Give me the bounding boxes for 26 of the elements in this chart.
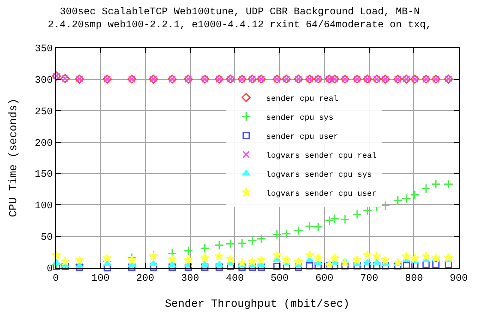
legend-label: logvars sender cpu user (266, 190, 378, 199)
y-tick-label: 300 (34, 76, 53, 87)
y-tick-label: 100 (34, 202, 53, 213)
x-tick-label: 500 (270, 274, 289, 285)
y-tick-label: 250 (34, 107, 53, 118)
x-tick-label: 600 (316, 274, 334, 285)
x-tick-label: 400 (226, 274, 244, 285)
y-tick-label: 350 (34, 44, 53, 56)
x-axis-title: Sender Throughput (mbit/sec) (165, 299, 350, 312)
x-tick-label: 700 (360, 274, 378, 285)
y-tick-label: 0 (46, 264, 53, 276)
legend-label: sender cpu real (266, 94, 339, 104)
x-tick-label: 300 (181, 274, 200, 285)
y-axis-title: CPU Time (seconds) (8, 98, 21, 218)
legend-label: logvars sender cpu real (266, 152, 378, 161)
y-tick-label: 50 (40, 233, 53, 244)
x-tick-label: 100 (92, 274, 110, 285)
y-tick-label: 150 (34, 170, 53, 182)
legend-label: logvars sender cpu sys (266, 170, 372, 180)
x-tick-label: 800 (405, 274, 424, 285)
y-tick-label: 200 (34, 138, 53, 150)
legend-label: sender cpu user (266, 132, 339, 142)
chart-title: 300sec ScalableTCP Web100tune, UDP CBR Background Load, MB-N 2.4.20smp web100-2.2.1, e1000-4.4.12 rxint 64/64moderate on txq, (48, 6, 432, 32)
x-tick-label: 200 (136, 274, 155, 285)
x-tick-label: 900 (450, 274, 468, 285)
legend-label: sender cpu sys (266, 114, 334, 123)
